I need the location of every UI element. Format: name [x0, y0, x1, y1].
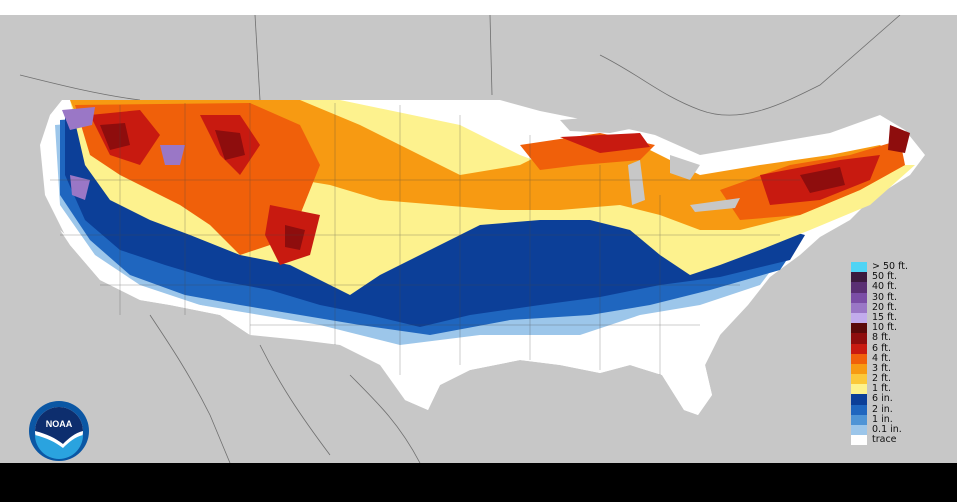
legend-swatch: [851, 384, 867, 395]
legend-row: 3 ft.: [851, 362, 921, 375]
legend-label: 4 ft.: [872, 352, 891, 364]
snowfall-legend: > 50 ft. 50 ft. 40 ft. 30 ft. 20 ft. 15 ft. 10…: [851, 261, 921, 446]
state-borders: [50, 103, 800, 375]
legend-label: trace: [872, 434, 897, 446]
bottom-bar: [0, 463, 957, 502]
legend-swatch: [851, 312, 867, 324]
noaa-logo-icon: NOAA: [23, 400, 95, 462]
legend-label: 40 ft.: [872, 281, 898, 293]
legend-label: 1 ft.: [872, 383, 891, 395]
legend-swatch: [851, 363, 867, 375]
legend-label: 2 ft.: [872, 373, 891, 385]
snow-band-20ft: [62, 107, 185, 200]
legend-row: 0.1 in.: [851, 424, 921, 436]
legend-label: 8 ft.: [872, 332, 891, 344]
legend-row: 4 ft.: [851, 352, 921, 364]
legend-swatch: [851, 292, 867, 303]
legend-row: 2 in.: [851, 403, 921, 415]
legend-label: 20 ft.: [872, 301, 898, 313]
legend-label: 3 ft.: [872, 362, 891, 374]
legend-swatch: [851, 435, 867, 446]
legend-swatch: [851, 282, 867, 293]
legend-row: 2 ft.: [851, 373, 921, 385]
legend-swatch: [851, 272, 867, 283]
legend-swatch: [851, 262, 867, 273]
country-borders: [19, 15, 901, 463]
legend-swatch: [851, 323, 867, 334]
southern-trace-area: [400, 305, 740, 415]
snowfall-field: [40, 100, 925, 415]
great-lakes: [560, 115, 740, 212]
noaa-logo-text: NOAA: [46, 419, 73, 429]
legend-row: 6 in.: [851, 393, 921, 405]
legend-row: 20 ft.: [851, 301, 921, 313]
legend-swatch: [851, 425, 867, 436]
legend-row: 1 ft.: [851, 383, 921, 395]
legend-swatch: [851, 333, 867, 344]
legend-swatch: [851, 302, 867, 313]
legend-label: 10 ft.: [872, 322, 898, 334]
legend-row: 30 ft.: [851, 291, 921, 303]
legend-swatch: [851, 353, 867, 364]
legend-label: 2 in.: [872, 403, 893, 415]
southwest-trace-area: [60, 230, 250, 335]
legend-label: 50 ft.: [872, 271, 898, 283]
legend-row: 50 ft.: [851, 271, 921, 283]
legend-row: trace: [851, 434, 921, 446]
legend-row: 8 ft.: [851, 332, 921, 344]
legend-swatch: [851, 404, 867, 415]
legend-label: 30 ft.: [872, 291, 898, 303]
legend-label: > 50 ft.: [872, 261, 909, 272]
map-canvas: [19, 15, 925, 463]
legend-row: 15 ft.: [851, 311, 921, 324]
legend-row: 1 in.: [851, 413, 921, 425]
legend-label: 0.1 in.: [872, 424, 902, 435]
legend-label: 15 ft.: [872, 311, 898, 323]
legend-swatch: [851, 343, 867, 354]
legend-swatch: [851, 414, 867, 425]
legend-row: > 50 ft.: [851, 261, 921, 273]
legend-label: 1 in.: [872, 413, 893, 425]
legend-label: 6 ft.: [872, 342, 891, 354]
legend-row: 6 ft.: [851, 342, 921, 354]
legend-swatch: [851, 394, 867, 405]
legend-label: 6 in.: [872, 393, 893, 405]
legend-row: 10 ft.: [851, 322, 921, 334]
snowfall-map: [0, 15, 957, 463]
legend-row: 40 ft.: [851, 281, 921, 293]
legend-swatch: [851, 374, 867, 385]
